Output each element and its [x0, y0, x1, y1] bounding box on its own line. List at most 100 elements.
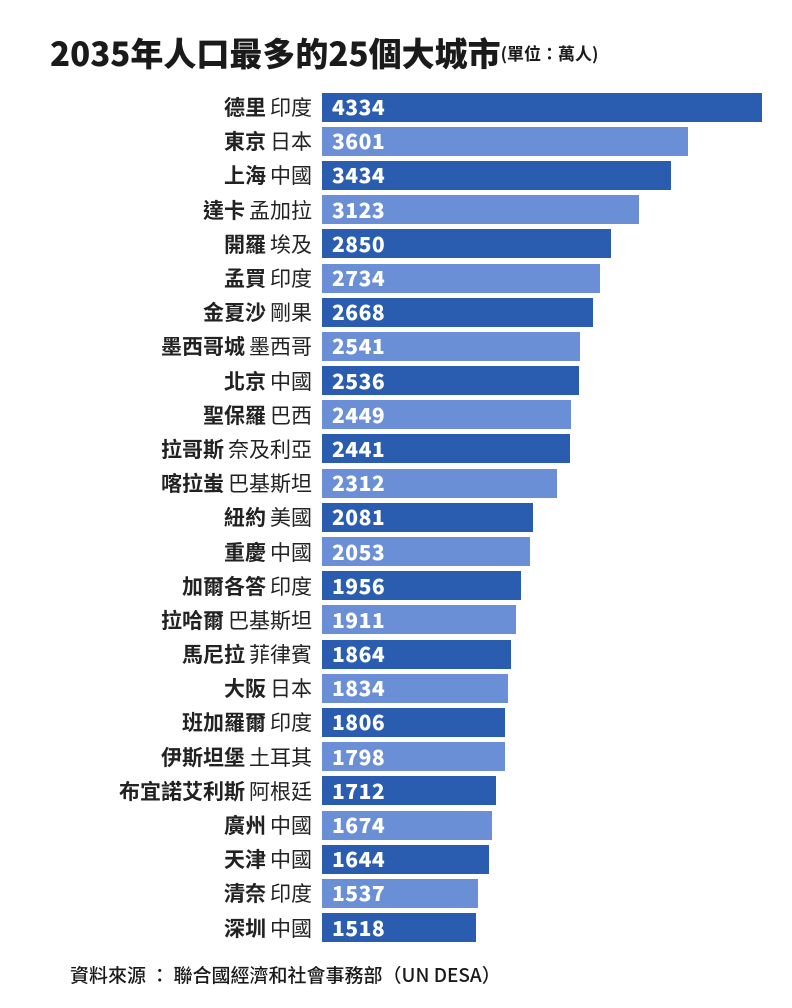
country-name: 孟加拉 [249, 195, 312, 225]
city-name: 清奈 [224, 878, 266, 908]
bar-row: 馬尼拉菲律賓1864 [30, 637, 762, 671]
bar-row: 廣州中國1674 [30, 808, 762, 842]
bar-cell: 1956 [322, 569, 762, 603]
bar: 2081 [322, 503, 533, 532]
country-name: 印度 [270, 707, 312, 737]
bar-value: 1956 [322, 571, 385, 601]
bar-cell: 1712 [322, 774, 762, 808]
row-label: 德里印度 [30, 92, 322, 122]
country-name: 土耳其 [249, 742, 312, 772]
row-label: 深圳中國 [30, 913, 322, 943]
country-name: 印度 [270, 92, 312, 122]
row-label: 拉哥斯奈及利亞 [30, 434, 322, 464]
bar-row: 孟買印度2734 [30, 261, 762, 295]
country-name: 埃及 [270, 229, 312, 259]
bar-value: 2449 [322, 400, 385, 430]
bar-row: 墨西哥城墨西哥 2541 [30, 329, 762, 363]
bar-cell: 2536 [322, 364, 762, 398]
city-name: 布宜諾艾利斯 [119, 776, 245, 806]
bar: 1537 [322, 879, 478, 908]
row-label: 孟買印度 [30, 263, 322, 293]
city-name: 北京 [224, 366, 266, 396]
bar-cell: 2053 [322, 534, 762, 568]
bar-value: 1864 [322, 639, 385, 669]
bar-cell: 1644 [322, 842, 762, 876]
bar: 1834 [322, 674, 508, 703]
bar-value: 2536 [322, 366, 385, 396]
bar: 2850 [322, 229, 611, 258]
bar: 1911 [322, 605, 516, 634]
row-label: 大阪日本 [30, 673, 322, 703]
bar-cell: 2734 [322, 261, 762, 295]
country-name: 中國 [270, 844, 312, 874]
row-label: 天津中國 [30, 844, 322, 874]
city-name: 伊斯坦堡 [161, 742, 245, 772]
bar: 1712 [322, 776, 496, 805]
bar-row: 拉哈爾巴基斯坦1911 [30, 603, 762, 637]
country-name: 中國 [270, 160, 312, 190]
city-name: 開羅 [224, 229, 266, 259]
bar-value: 3123 [322, 195, 385, 225]
bar-cell: 2449 [322, 398, 762, 432]
bar-value: 1518 [322, 913, 385, 943]
bar-cell: 1518 [322, 911, 762, 945]
row-label: 拉哈爾巴基斯坦 [30, 605, 322, 635]
city-name: 班加羅爾 [182, 707, 266, 737]
country-name: 美國 [270, 502, 312, 532]
country-name: 中國 [270, 366, 312, 396]
row-label: 達卡孟加拉 [30, 195, 322, 225]
row-label: 開羅埃及 [30, 229, 322, 259]
bar: 4334 [322, 93, 762, 122]
city-name: 大阪 [224, 673, 266, 703]
chart-title: 2035年人口最多的25個大城市 [50, 28, 501, 76]
country-name: 中國 [270, 913, 312, 943]
bar-cell: 2541 [322, 329, 762, 363]
bar-value: 1806 [322, 707, 385, 737]
source-text: 資料來源 ： 聯合國經濟和社會事務部（UN DESA） [70, 961, 762, 988]
bar-row: 金夏沙剛果2668 [30, 295, 762, 329]
bar-cell: 2850 [322, 227, 762, 261]
city-name: 德里 [224, 92, 266, 122]
bar-row: 東京日本3601 [30, 124, 762, 158]
country-name: 中國 [270, 537, 312, 567]
country-name: 阿根廷 [249, 776, 312, 806]
bar-cell: 1798 [322, 740, 762, 774]
country-name: 菲律賓 [249, 639, 312, 669]
bar-row: 拉哥斯奈及利亞2441 [30, 432, 762, 466]
bar-row: 上海中國 3434 [30, 158, 762, 192]
bar-row: 聖保羅巴西2449 [30, 398, 762, 432]
row-label: 馬尼拉菲律賓 [30, 639, 322, 669]
bar-cell: 3434 [322, 158, 762, 192]
country-name: 巴基斯坦 [228, 468, 312, 498]
country-name: 奈及利亞 [228, 434, 312, 464]
bar-cell: 2312 [322, 466, 762, 500]
bar-row: 加爾各答印度 1956 [30, 569, 762, 603]
bar: 1806 [322, 708, 505, 737]
bar-row: 重慶中國2053 [30, 534, 762, 568]
country-name: 印度 [270, 571, 312, 601]
city-name: 墨西哥城 [161, 331, 245, 361]
bar: 1798 [322, 742, 505, 771]
city-name: 喀拉蚩 [161, 468, 224, 498]
bar: 3601 [322, 127, 688, 156]
country-name: 墨西哥 [249, 331, 312, 361]
bar: 2441 [322, 434, 570, 463]
bar-row: 開羅埃及2850 [30, 227, 762, 261]
bar-rows: 德里印度4334東京日本3601上海中國3434達卡孟加拉3123開羅埃及285… [30, 90, 762, 945]
row-label: 班加羅爾印度 [30, 707, 322, 737]
bar: 1644 [322, 845, 489, 874]
bar-cell: 1911 [322, 603, 762, 637]
bar-row: 喀拉蚩巴基斯坦 2312 [30, 466, 762, 500]
bar-value: 1798 [322, 742, 385, 772]
country-name: 巴基斯坦 [228, 605, 312, 635]
bar-row: 天津中國1644 [30, 842, 762, 876]
bar: 3123 [322, 195, 639, 224]
bar-cell: 1537 [322, 876, 762, 910]
country-name: 剛果 [270, 297, 312, 327]
city-name: 上海 [224, 160, 266, 190]
bar-row: 北京中國 2536 [30, 364, 762, 398]
bar-value: 1834 [322, 673, 385, 703]
bar-row: 班加羅爾印度1806 [30, 705, 762, 739]
city-name: 加爾各答 [182, 571, 266, 601]
city-name: 廣州 [224, 810, 266, 840]
